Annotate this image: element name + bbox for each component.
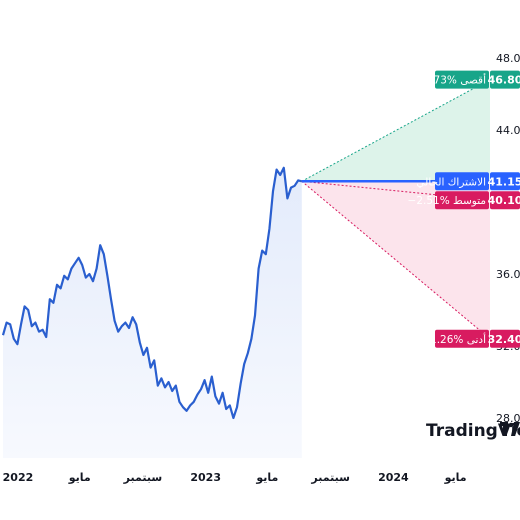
- forecast-low-tag-price-bg: [490, 329, 520, 348]
- forecast-high-tag-price: 46.80: [488, 74, 520, 87]
- forecast-current-tag-price-bg: [490, 172, 520, 191]
- watermark-text: TradingView: [426, 421, 520, 441]
- forecast-average-tag-price: 40.10: [488, 194, 520, 207]
- forecast-current-tag: الاشتراك الحالي 41.15: [416, 172, 520, 191]
- tradingview-logo[interactable]: TradingView: [426, 421, 520, 441]
- forecast-low-tag: −21.26% أدنى 32.40: [415, 329, 520, 348]
- forecast-low-tag-label-bg: [435, 329, 489, 348]
- forecast-low-tag-label: −21.26% أدنى: [415, 332, 487, 346]
- forecast-average-tag-label: −2.51% متوسط: [408, 195, 486, 207]
- forecast-high-tag: +13.73% أقصى 46.80: [408, 70, 520, 89]
- plot-area: [1, 79, 491, 459]
- forecast-average-tag: −2.51% متوسط 40.10: [408, 191, 520, 210]
- x-tick-label: مايو: [255, 471, 278, 484]
- y-tick-label: 48.00: [496, 52, 520, 65]
- forecast-average-tag-price-bg: [490, 191, 520, 210]
- forecast-low-tag-price: 32.40: [488, 333, 520, 346]
- x-tick-label: 2024: [378, 471, 409, 484]
- y-tick-label: 36.00: [496, 268, 520, 281]
- forecast-high-tag-price-bg: [490, 70, 520, 89]
- x-tick-label: سبتمبر: [310, 471, 350, 484]
- x-axis: 2022 مايو سبتمبر 2023 مايو سبتمبر 2024 مايو: [3, 471, 467, 484]
- x-tick-label: 2023: [190, 471, 221, 484]
- x-tick-label: 2022: [3, 471, 34, 484]
- forecast-current-tag-label: الاشتراك الحالي: [416, 176, 486, 188]
- forecast-high-tag-label: +13.73% أقصى: [408, 73, 486, 87]
- forecast-current-tag-label-bg: [435, 172, 489, 191]
- forecast-current-tag-price: 41.15: [488, 175, 520, 188]
- y-axis: 48.0044.0040.0036.0032.0028.00: [496, 52, 520, 425]
- forecast-low-line: [301, 180, 491, 340]
- x-tick-label: سبتمبر: [123, 471, 163, 484]
- x-tick-label: مايو: [68, 471, 91, 484]
- y-tick-label: 44.00: [496, 124, 520, 137]
- tv-logo-icon: [500, 422, 520, 436]
- forecast-high-tag-label-bg: [435, 70, 489, 89]
- price-area-fill: [3, 167, 302, 459]
- forecast-average-tag-label-bg: [435, 191, 489, 210]
- y-tick-label: 28.00: [496, 412, 520, 425]
- price-line: [1, 166, 303, 420]
- x-tick-label: مايو: [444, 471, 467, 484]
